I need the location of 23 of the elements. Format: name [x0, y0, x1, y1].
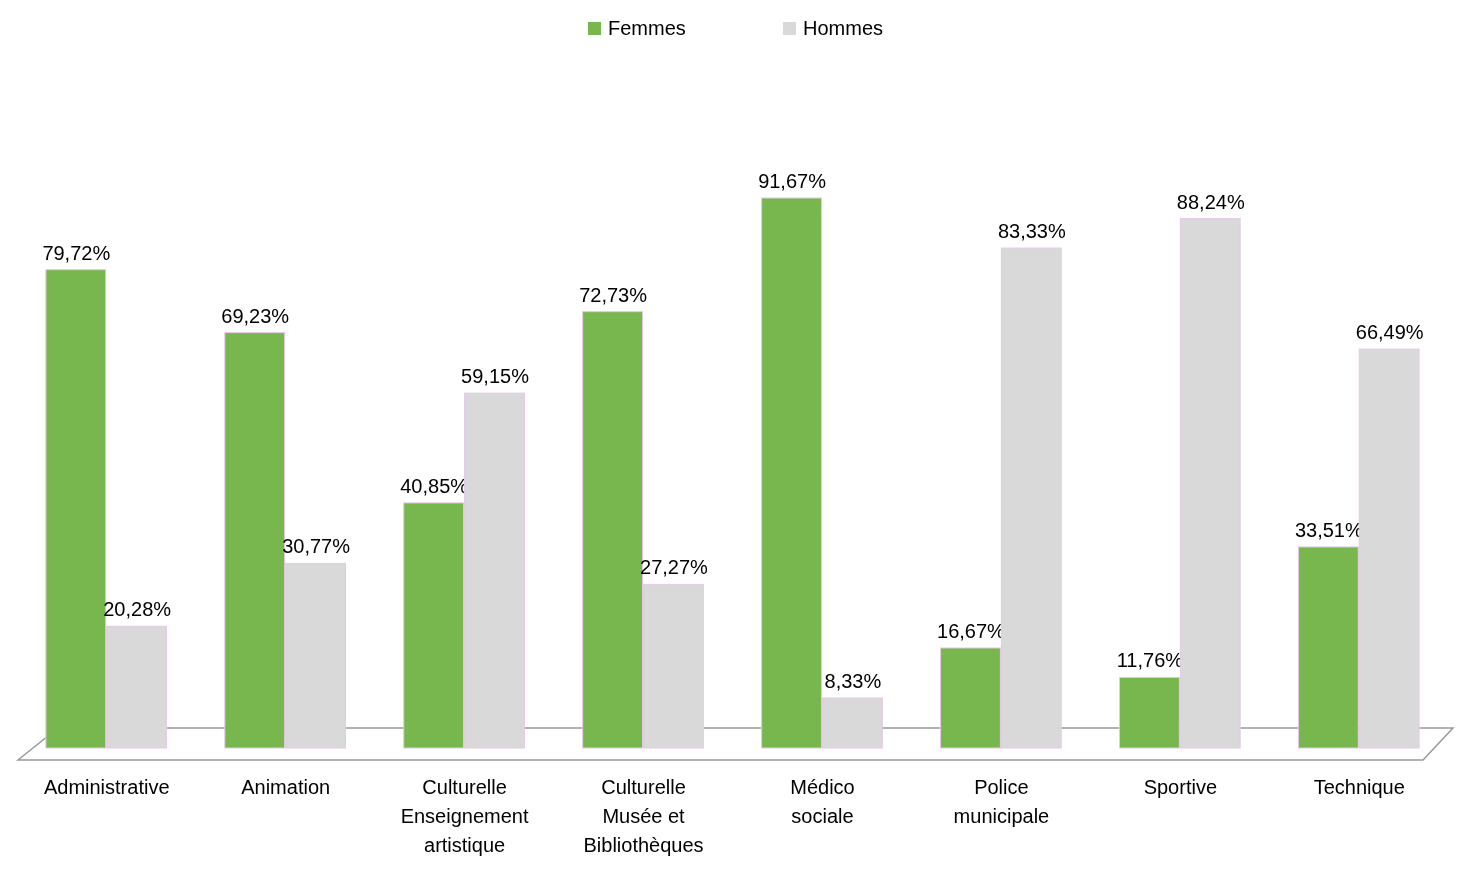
x-tick-label: Culturelle Musée et Bibliothèques: [583, 776, 704, 856]
data-label: 72,73%: [579, 283, 648, 306]
data-label: 8,33%: [824, 670, 882, 693]
x-tick-label: Administrative: [43, 776, 170, 798]
legend-label: Hommes: [803, 17, 884, 39]
x-tick-label: Police municipale: [953, 776, 1050, 827]
x-tick-label: Sportive: [1143, 776, 1218, 798]
data-label: 16,67%: [937, 619, 1006, 642]
legend-label: Femmes: [608, 17, 686, 39]
data-label: 79,72%: [42, 241, 111, 264]
x-tick-label: Technique: [1313, 776, 1405, 798]
data-label: 59,15%: [461, 365, 530, 388]
data-label: 69,23%: [221, 304, 290, 327]
x-tick-label: Culturelle Enseignement artistique: [400, 776, 529, 856]
data-label: 66,49%: [1355, 321, 1424, 344]
x-tick-label: Médico sociale: [790, 776, 855, 827]
data-label: 33,51%: [1294, 518, 1363, 541]
data-label: 91,67%: [758, 170, 827, 192]
data-label: 40,85%: [400, 474, 469, 497]
data-label: 83,33%: [997, 220, 1066, 243]
x-tick-label: Animation: [241, 776, 331, 798]
data-label: 88,24%: [1176, 190, 1245, 213]
data-label: 11,76%: [1116, 649, 1184, 672]
